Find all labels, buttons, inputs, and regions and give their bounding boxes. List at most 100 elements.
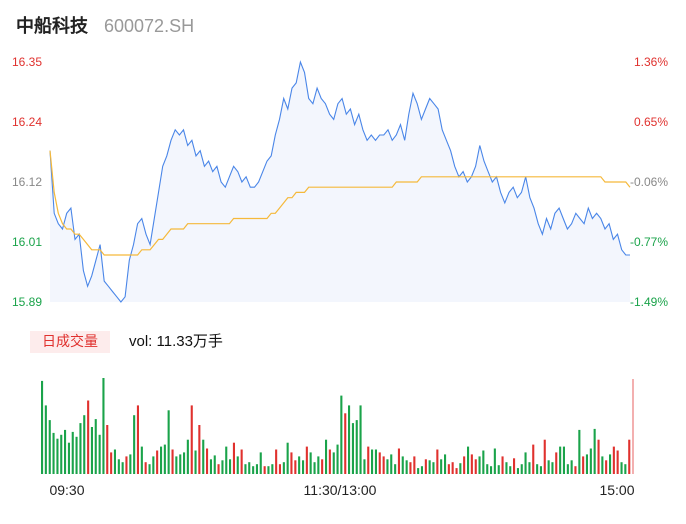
volume-bar <box>332 452 335 474</box>
volume-bar <box>194 450 197 474</box>
y-tick-right: -0.06% <box>630 175 668 189</box>
volume-bar <box>56 438 59 474</box>
volume-bar <box>513 458 516 474</box>
y-tick-right: 0.65% <box>634 115 668 129</box>
volume-bar <box>605 460 608 474</box>
volume-bar <box>474 459 477 474</box>
y-tick-left: 16.24 <box>12 115 42 129</box>
volume-bar <box>129 454 132 474</box>
volume-bar <box>486 464 489 474</box>
volume-bar <box>52 432 55 474</box>
volume-bar <box>175 456 178 474</box>
volume-bar <box>106 425 109 474</box>
volume-bar <box>520 464 523 474</box>
volume-bar <box>148 464 151 474</box>
volume-bar <box>309 452 312 474</box>
volume-bar <box>255 464 258 474</box>
volume-bar <box>551 462 554 474</box>
volume-bar <box>278 464 281 474</box>
volume-bar <box>64 429 67 474</box>
volume-bar <box>171 449 174 474</box>
volume-badge: 日成交量 <box>30 331 110 353</box>
volume-bar <box>578 429 581 474</box>
volume-bar <box>612 446 615 474</box>
volume-bar <box>547 460 550 474</box>
volume-bar <box>328 449 331 474</box>
y-tick-left: 16.12 <box>12 175 42 189</box>
volume-bar <box>355 420 358 474</box>
average-line <box>49 150 631 256</box>
volume-bar <box>374 449 377 474</box>
price-area-fill <box>50 62 630 302</box>
volume-bar <box>616 450 619 474</box>
volume-bar <box>113 449 116 474</box>
volume-bar <box>447 464 450 474</box>
volume-bar <box>190 405 193 474</box>
y-tick-left: 15.89 <box>12 295 42 309</box>
volume-bar <box>48 420 51 474</box>
volume-bar <box>390 454 393 474</box>
volume-bar <box>609 454 612 474</box>
volume-bar <box>440 459 443 474</box>
y-tick-right: -1.49% <box>630 295 668 309</box>
volume-bar <box>536 464 539 474</box>
volume-bar <box>259 452 262 474</box>
volume-bar <box>451 462 454 474</box>
volume-bar <box>133 415 136 474</box>
volume-bar <box>436 449 439 474</box>
volume-bar <box>71 431 74 474</box>
y-tick-right: 1.36% <box>634 55 668 69</box>
volume-bar <box>532 444 535 474</box>
volume-bar <box>294 460 297 474</box>
volume-bar <box>620 462 623 474</box>
volume-bar <box>585 454 588 474</box>
volume-bar <box>125 456 128 474</box>
volume-bar <box>528 462 531 474</box>
volume-bar <box>493 448 496 474</box>
volume-bar <box>240 449 243 474</box>
volume-bar <box>213 455 216 474</box>
volume-bar <box>601 456 604 474</box>
volume-bar <box>217 464 220 474</box>
volume-bar <box>559 446 562 474</box>
x-tick: 09:30 <box>49 482 84 498</box>
volume-bar <box>163 444 166 474</box>
volume-bar <box>167 410 170 474</box>
volume-bar <box>589 448 592 474</box>
volume-bar <box>463 456 466 474</box>
volume-bar <box>136 405 139 474</box>
volume-bar <box>140 446 143 474</box>
y-tick-right: -0.77% <box>630 235 668 249</box>
volume-bar <box>428 460 431 474</box>
volume-bar <box>321 459 324 474</box>
volume-bar <box>75 436 78 474</box>
stock-header: 中船科技 600072.SH <box>16 12 194 42</box>
volume-bar <box>359 405 362 474</box>
volume-bar <box>298 456 301 474</box>
volume-bar <box>351 423 354 474</box>
y-tick-left: 16.01 <box>12 235 42 249</box>
volume-bar <box>83 415 86 474</box>
volume-bar <box>482 450 485 474</box>
volume-bar <box>555 452 558 474</box>
volume-bar <box>209 459 212 474</box>
volume-bar <box>225 446 228 474</box>
volume-bar <box>340 395 343 474</box>
volume-bar <box>202 439 205 474</box>
volume-bar <box>409 462 412 474</box>
volume-bar <box>317 456 320 474</box>
volume-bar <box>405 460 408 474</box>
volume-bar <box>386 459 389 474</box>
volume-bar <box>252 466 255 474</box>
volume-bar <box>121 462 124 474</box>
volume-bar <box>221 460 224 474</box>
x-tick: 15:00 <box>599 482 634 498</box>
volume-bar <box>302 460 305 474</box>
volume-bar <box>417 468 420 474</box>
volume-bar <box>152 456 155 474</box>
volume-bar <box>183 452 186 474</box>
volume-bar <box>248 462 251 474</box>
volume-bar <box>378 452 381 474</box>
volume-bar <box>236 456 239 474</box>
volume-bar <box>344 413 347 474</box>
